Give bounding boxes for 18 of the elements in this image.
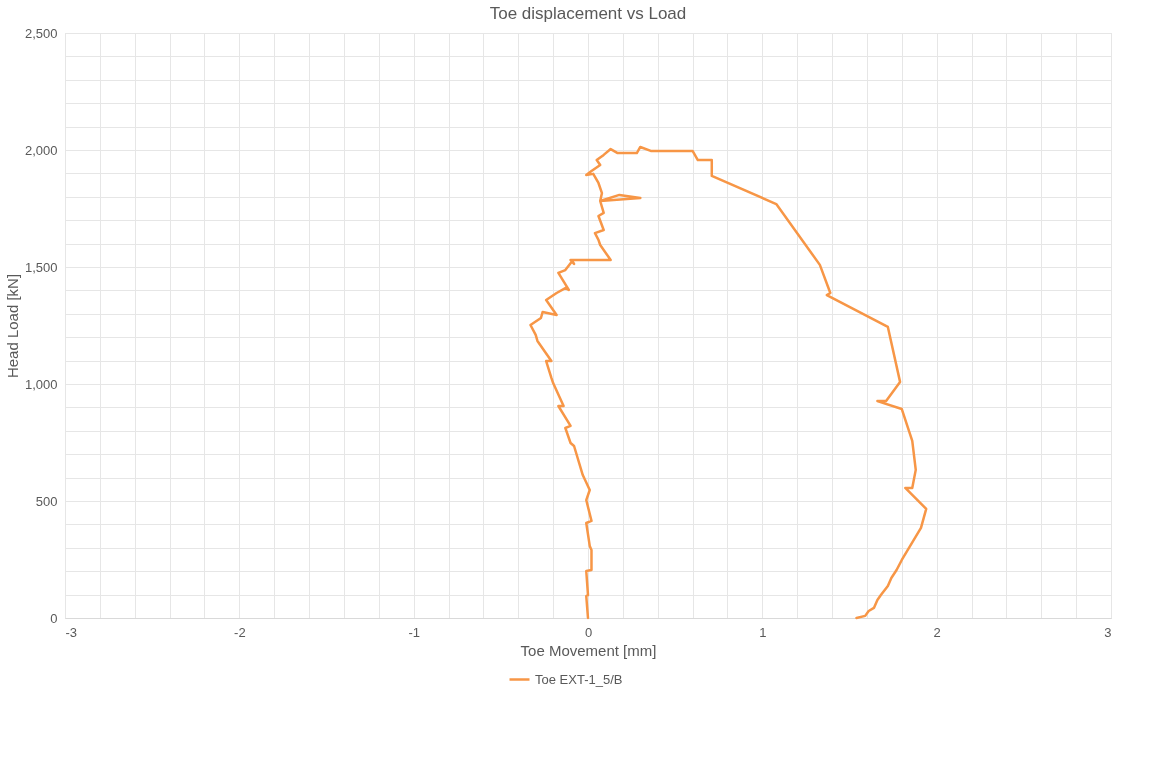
y-axis-title: Head Load [kN] [3, 273, 21, 379]
y-tick-label: 1,000 [24, 376, 58, 392]
y-tick-label: 2,500 [24, 25, 58, 41]
x-tick-label: -2 [234, 624, 246, 640]
line-series [529, 145, 928, 620]
x-tick-label: -3 [65, 624, 78, 640]
y-tick-label: 0 [50, 610, 58, 626]
x-tick-label: 1 [759, 624, 767, 640]
x-axis-title: Toe Movement [mm] [520, 641, 657, 659]
chart-title: Toe displacement vs Load [489, 4, 687, 23]
x-tick-label: 2 [933, 624, 941, 640]
legend-label: Toe EXT-1_5/B [535, 671, 623, 687]
y-tick-label: 2,000 [24, 142, 58, 158]
y-tick-label: 1,500 [24, 259, 58, 275]
x-tick-label: 0 [584, 624, 593, 640]
x-tick-label: 3 [1104, 624, 1112, 640]
x-tick-label: -1 [408, 624, 420, 640]
y-tick-label: 500 [35, 493, 58, 509]
